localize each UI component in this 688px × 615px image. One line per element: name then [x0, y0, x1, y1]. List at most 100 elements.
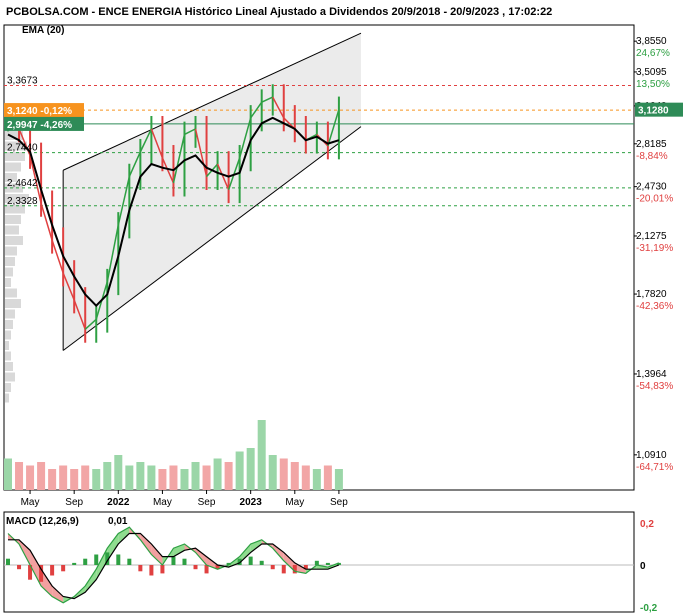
macd-hist-bar: [303, 565, 308, 570]
macd-hist-bar: [83, 558, 88, 565]
macd-fill: [239, 544, 251, 563]
volume-bars: [4, 420, 343, 490]
y-pct-label: -64,71%: [636, 462, 673, 473]
x-tick-label: 2022: [107, 497, 130, 508]
volume-bar: [103, 462, 112, 490]
volume-bar: [323, 465, 332, 490]
profile-bar: [5, 330, 11, 340]
macd-line: [7, 526, 340, 604]
y-tick-label: 1,3964: [636, 369, 667, 380]
macd-fill: [107, 533, 119, 561]
macd-tick-label: -0,2: [640, 603, 658, 614]
y-tick-label: 3,5095: [636, 67, 667, 78]
profile-bar: [5, 351, 11, 361]
volume-bar: [15, 462, 24, 490]
macd-hist-bar: [270, 565, 275, 570]
macd-hist-bar: [138, 565, 143, 572]
channel-fill: [63, 33, 361, 351]
x-tick-label: Sep: [65, 497, 83, 508]
volume-bar: [125, 465, 134, 490]
y-pct-label: 13,50%: [636, 79, 670, 90]
marker-label: 2,7440: [7, 143, 38, 154]
profile-bar: [5, 141, 27, 151]
price-segment: [238, 117, 252, 159]
profile-bar: [5, 372, 15, 382]
profile-bar: [5, 215, 21, 224]
y-tick-label: 1,0910: [636, 450, 667, 461]
volume-bar: [48, 469, 57, 490]
macd-hist-bar: [116, 554, 121, 565]
macd-hist-bar: [226, 562, 231, 565]
price-segment: [161, 157, 175, 184]
macd-label: MACD (12,26,9): [6, 516, 79, 527]
marker-box-orange: [4, 103, 84, 118]
channel-upper-line: [62, 32, 362, 171]
macd-hist-bar: [182, 558, 187, 565]
macd-hist-bar: [215, 565, 220, 570]
macd-hist-bar: [193, 565, 198, 570]
price-segment: [106, 224, 120, 282]
volume-bar: [180, 469, 189, 490]
price-segment: [62, 272, 75, 301]
volume-bar: [37, 462, 46, 490]
price-segment: [216, 163, 230, 191]
volume-bar: [4, 458, 12, 490]
price-segment: [172, 134, 186, 184]
price-axis: 3,855024,67%3,509513,50%3,16402,8185-8,8…: [634, 36, 673, 473]
y-pct-label: -8,84%: [636, 151, 668, 162]
macd-fill: [294, 562, 306, 574]
price-segment: [194, 128, 208, 177]
volume-bar: [147, 465, 156, 490]
volume-bar: [59, 465, 68, 490]
macd-fill: [96, 548, 108, 580]
profile-bar: [5, 246, 17, 256]
macd-tick-label: 0,2: [640, 519, 654, 530]
macd-hist-bar: [17, 565, 22, 570]
macd-signal-line: [8, 532, 340, 600]
macd-value: 0,01: [108, 516, 128, 527]
macd-hist-bar: [336, 562, 341, 565]
x-tick-label: May: [285, 497, 304, 508]
profile-bar: [5, 257, 15, 266]
macd-tick-label: 0: [640, 561, 646, 572]
volume-bar: [70, 469, 79, 490]
macd-hist-bar: [314, 560, 319, 565]
y-tick-label: 2,1275: [636, 231, 667, 242]
macd-fill: [140, 533, 152, 555]
price-segment: [139, 128, 153, 153]
volume-bar: [279, 458, 288, 490]
macd-hist-bar: [171, 556, 176, 565]
volume-bar: [224, 462, 233, 490]
profile-bar: [5, 204, 25, 214]
price-segment: [117, 176, 131, 226]
ema-legend: EMA (20): [22, 25, 64, 36]
ema-polyline: [7, 116, 340, 308]
price-segment: [150, 128, 164, 159]
macd-hist-bar: [105, 552, 110, 565]
x-tick-label: May: [21, 497, 40, 508]
volume-bar: [235, 451, 244, 490]
y-pct-label: -42,36%: [636, 301, 673, 312]
x-tick-label: Sep: [198, 497, 216, 508]
profile-bar: [5, 236, 23, 245]
macd-hist-bar: [325, 562, 330, 565]
volume-bar: [301, 465, 310, 490]
price-segment: [51, 239, 64, 274]
x-tick-label: May: [153, 497, 172, 508]
current-price-box: [635, 102, 683, 117]
profile-bar: [5, 194, 29, 203]
volume-bar: [81, 465, 90, 490]
profile-bar: [5, 393, 9, 403]
volume-bar: [334, 469, 343, 490]
macd-fill: [41, 569, 53, 597]
macd-hist-bar: [204, 565, 209, 574]
marker-label: 2,4642: [7, 178, 38, 189]
volume-bar: [114, 455, 123, 490]
profile-bar: [5, 383, 11, 392]
profile-bar: [5, 131, 23, 140]
volume-bar: [191, 462, 200, 490]
price-segment: [272, 96, 285, 119]
macd-hist-bar: [259, 560, 264, 565]
price-segment: [128, 151, 142, 177]
price-segment: [84, 318, 97, 330]
